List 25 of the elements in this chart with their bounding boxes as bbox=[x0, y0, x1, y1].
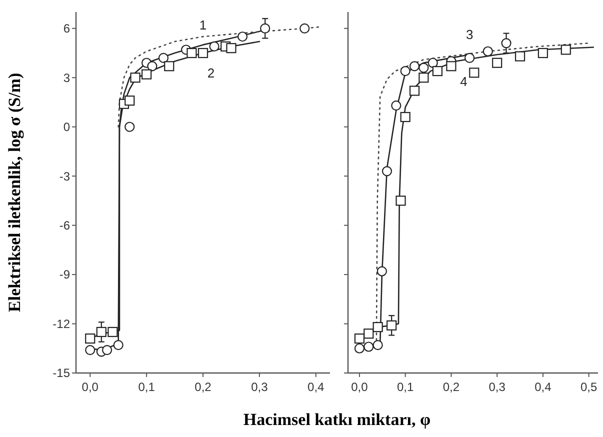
x-tick-label: 0,2 bbox=[194, 380, 212, 394]
series-label: 1 bbox=[199, 17, 207, 32]
x-tick-label: 0,0 bbox=[351, 380, 368, 394]
y-tick-label: -6 bbox=[59, 218, 70, 233]
x-tick-label: 0,1 bbox=[396, 380, 414, 394]
y-tick-label: -15 bbox=[52, 366, 70, 380]
x-tick-label: 0,0 bbox=[82, 380, 99, 394]
y-tick-label: 0 bbox=[63, 120, 70, 134]
series-label: 3 bbox=[466, 27, 474, 42]
x-axis-title: Hacimsel katkı miktarı, φ bbox=[243, 410, 431, 429]
y-tick-label: -9 bbox=[59, 268, 70, 282]
x-tick-label: 0,4 bbox=[308, 380, 325, 394]
x-tick-label: 0,5 bbox=[580, 380, 598, 394]
series-label: 4 bbox=[460, 74, 468, 89]
y-axis-title: Elektriksel iletkenlik, log σ (S/m) bbox=[5, 72, 24, 312]
series-label: 2 bbox=[207, 66, 215, 81]
y-tick-label: 3 bbox=[63, 70, 70, 85]
x-tick-label: 0,4 bbox=[534, 380, 552, 394]
y-tick-label: -3 bbox=[59, 169, 70, 184]
x-tick-label: 0,1 bbox=[138, 380, 156, 394]
x-tick-label: 0,3 bbox=[488, 380, 506, 394]
y-tick-label: -12 bbox=[52, 316, 70, 331]
x-tick-label: 0,2 bbox=[442, 380, 460, 394]
y-tick-label: 6 bbox=[63, 22, 70, 36]
x-tick-label: 0,3 bbox=[251, 380, 268, 394]
